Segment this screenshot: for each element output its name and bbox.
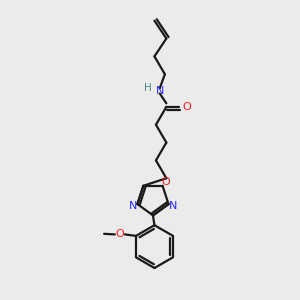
Text: O: O: [161, 177, 170, 187]
Text: O: O: [115, 230, 124, 239]
Text: N: N: [156, 85, 164, 96]
Text: N: N: [169, 201, 178, 211]
Text: O: O: [182, 102, 191, 112]
Text: H: H: [144, 83, 152, 93]
Text: N: N: [128, 201, 137, 211]
